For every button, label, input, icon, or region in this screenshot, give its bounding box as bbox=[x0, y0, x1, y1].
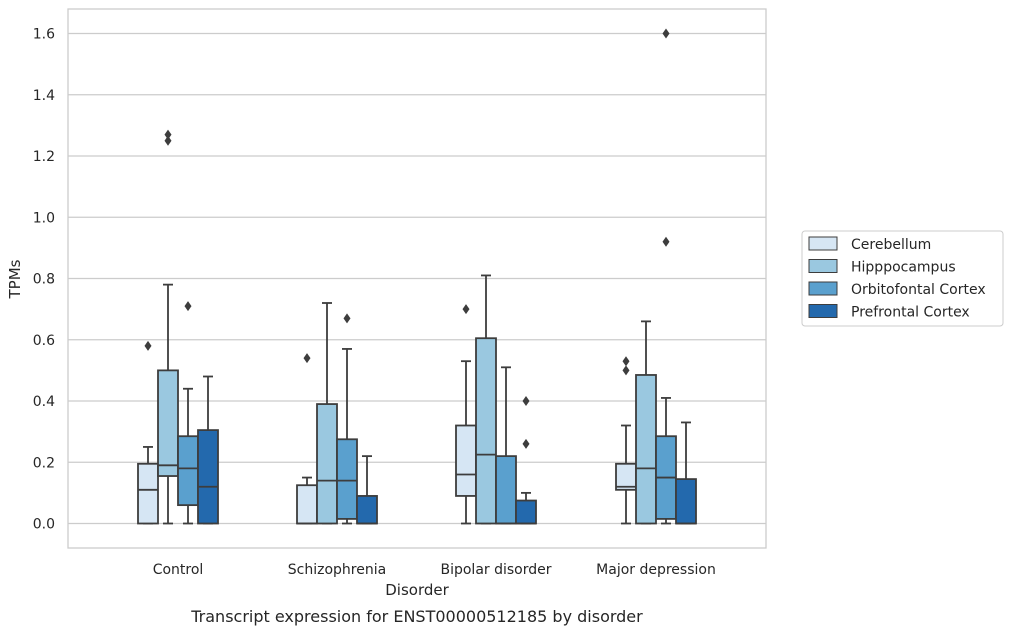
box bbox=[197, 429, 219, 525]
box bbox=[475, 337, 497, 525]
chart-caption: Transcript expression for ENST0000051218… bbox=[190, 607, 643, 626]
y-tick-label: 0.4 bbox=[33, 394, 55, 410]
plot-area-frame bbox=[67, 8, 767, 549]
y-tick-label: 0.0 bbox=[33, 517, 55, 533]
legend-label: Prefrontal Cortex bbox=[851, 305, 970, 321]
x-axis-ticks: Control Schizophrenia Bipolar disorder Majo… bbox=[153, 562, 716, 578]
legend-label: Hipppocampus bbox=[851, 260, 956, 276]
outlier-point bbox=[662, 236, 670, 247]
y-tick-label: 1.2 bbox=[33, 149, 55, 165]
outlier-point bbox=[462, 304, 470, 315]
x-tick-label: Bipolar disorder bbox=[440, 562, 551, 578]
y-tick-label: 0.8 bbox=[33, 272, 55, 288]
box bbox=[356, 495, 378, 525]
box bbox=[515, 499, 537, 525]
legend-label: Orbitofontal Cortex bbox=[851, 282, 986, 298]
legend-swatch bbox=[808, 281, 838, 296]
outlier-point bbox=[164, 135, 172, 146]
legend-swatch bbox=[808, 236, 838, 251]
legend-frame bbox=[801, 230, 1004, 327]
y-tick-label: 0.2 bbox=[33, 455, 55, 471]
legend-label: Cerebellum bbox=[851, 237, 931, 253]
box bbox=[316, 403, 338, 525]
y-tick-label: 1.4 bbox=[33, 88, 55, 104]
outlier-point bbox=[522, 438, 530, 449]
legend: Cerebellum Hipppocampus Orbitofontal Corte… bbox=[801, 230, 1004, 327]
box-series-group bbox=[137, 28, 697, 525]
outlier-point bbox=[343, 313, 351, 324]
x-axis-label: Disorder bbox=[385, 581, 449, 599]
box bbox=[296, 484, 318, 525]
outlier-point bbox=[662, 28, 670, 39]
legend-swatch bbox=[808, 259, 838, 273]
x-tick-label: Major depression bbox=[596, 562, 716, 578]
box bbox=[675, 478, 697, 525]
y-tick-label: 0.6 bbox=[33, 333, 55, 349]
y-axis-label: TPMs bbox=[6, 259, 24, 299]
box bbox=[455, 424, 477, 497]
outlier-point bbox=[184, 301, 192, 312]
box bbox=[336, 438, 358, 520]
outlier-point bbox=[522, 396, 530, 406]
y-tick-label: 1.6 bbox=[33, 27, 55, 43]
y-tick-label: 1.0 bbox=[33, 210, 55, 226]
outlier-point bbox=[144, 340, 152, 351]
y-axis-ticks: 0.0 0.2 0.4 0.6 0.8 1.0 1.2 1.4 1.6 bbox=[33, 27, 55, 533]
box bbox=[137, 462, 159, 525]
box bbox=[495, 455, 517, 525]
x-tick-label: Control bbox=[153, 562, 204, 578]
box bbox=[635, 374, 657, 525]
box bbox=[157, 369, 179, 477]
outlier-point bbox=[622, 356, 630, 367]
outlier-point bbox=[303, 353, 311, 364]
legend-swatch bbox=[808, 304, 838, 318]
outlier-point bbox=[164, 129, 172, 140]
outlier-point bbox=[622, 365, 630, 376]
x-tick-label: Schizophrenia bbox=[288, 562, 386, 578]
box bbox=[177, 435, 199, 507]
